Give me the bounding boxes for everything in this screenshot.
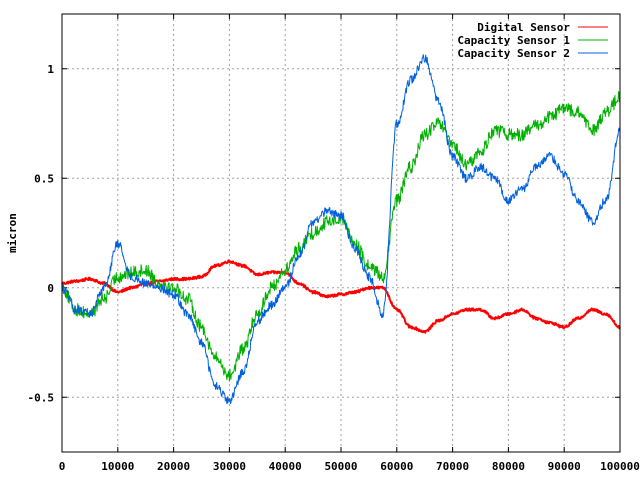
x-tick-label: 60000: [380, 460, 413, 473]
plot-frame: [61, 13, 621, 453]
x-tick-label: 50000: [324, 460, 357, 473]
axis-ticks: 0 10000 20000 30000 40000 50000 60000 70000 8000…: [28, 14, 640, 473]
x-tick-label: 0: [59, 460, 66, 473]
x-tick-label: 20000: [157, 460, 190, 473]
legend-entry-label: Digital Sensor: [477, 21, 570, 34]
x-tick-label: 30000: [213, 460, 246, 473]
x-tick-label: 100000: [600, 460, 640, 473]
x-tick-label: 90000: [548, 460, 581, 473]
series-lines: [61, 54, 621, 405]
legend-entry-label: Capacity Sensor 1: [457, 34, 570, 47]
capacity-sensor-2-line: [61, 54, 621, 405]
x-tick-label: 40000: [269, 460, 302, 473]
grid: [62, 14, 620, 452]
x-tick-label: 70000: [436, 460, 469, 473]
legend-entry-label: Capacity Sensor 2: [457, 47, 570, 60]
y-axis-label: micron: [6, 213, 19, 253]
capacity-sensor-1-line: [61, 91, 621, 382]
y-tick-label: -0.5: [28, 391, 55, 404]
y-tick-label: 1: [47, 63, 54, 76]
x-tick-label: 10000: [101, 460, 134, 473]
y-tick-label: 0: [47, 282, 54, 295]
y-tick-label: 0.5: [34, 172, 54, 185]
x-tick-label: 80000: [492, 460, 525, 473]
